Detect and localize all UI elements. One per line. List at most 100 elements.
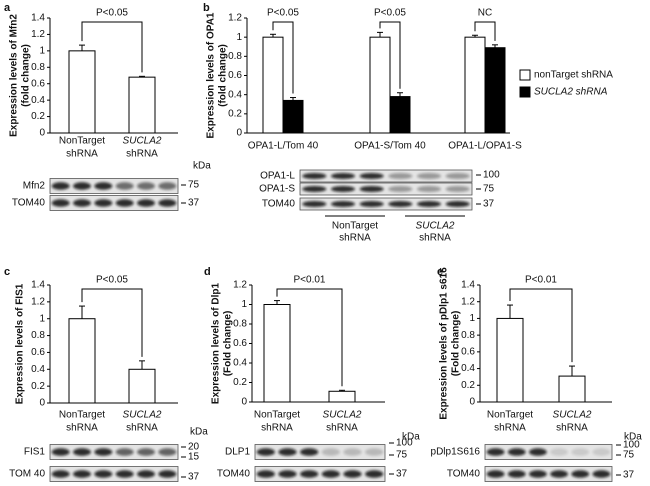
blot-band (300, 470, 319, 478)
annotation: P<0.01 (525, 275, 557, 286)
x-tick-label: shRNA (556, 423, 588, 434)
significance-bracket (474, 21, 496, 41)
y-tick-label: 1.4 (461, 280, 475, 291)
blot-band (158, 470, 177, 478)
blot-band (330, 201, 356, 207)
marker-label: 100 (623, 440, 640, 451)
y-tick-label: 0.2 (31, 111, 45, 122)
blot-band (158, 199, 177, 207)
blot-band (365, 448, 384, 456)
protein-label: TOM40 (447, 469, 481, 480)
x-tick-label: SUCLA2 (553, 410, 592, 421)
y-tick-label: 0.8 (31, 330, 45, 341)
significance-bracket (81, 288, 143, 357)
bar (389, 96, 411, 134)
blot-band (94, 448, 113, 456)
marker-label: 100 (396, 438, 413, 449)
blot-band (507, 448, 526, 456)
group-label: SUCLA2 (416, 221, 455, 232)
y-tick-label: 0.6 (461, 346, 475, 357)
bar (68, 50, 96, 134)
bar (484, 47, 506, 134)
blot-band (73, 448, 91, 456)
annotation: P<0.05 (267, 8, 299, 19)
annotation: P<0.05 (96, 275, 128, 286)
y-tick-label: 1 (236, 32, 242, 43)
y-tick-label: 0.6 (228, 70, 242, 81)
y-tick-label: 0.2 (228, 108, 242, 119)
marker-label: 37 (188, 472, 200, 483)
blot-band (365, 470, 384, 478)
blot-band (550, 448, 568, 456)
panel-letter: b (203, 2, 210, 14)
blot-band (256, 448, 275, 456)
marker-label: 37 (188, 198, 200, 209)
y-tick-label: 1.2 (31, 29, 45, 40)
x-tick-label: OPA1-L/Tom 40 (248, 141, 319, 152)
bar (68, 318, 96, 404)
panel-letter: a (4, 2, 11, 14)
x-tick-label: SUCLA2 (123, 136, 162, 147)
x-tick-label: NonTarget (254, 410, 300, 421)
blot-band (416, 186, 442, 192)
bar (558, 375, 586, 403)
blot-band (94, 470, 113, 478)
bar (262, 36, 284, 134)
blot-band (51, 182, 70, 190)
x-tick-label: shRNA (494, 423, 526, 434)
x-tick-label: NonTarget (59, 136, 105, 147)
significance-bracket (272, 21, 294, 94)
bar (464, 36, 486, 134)
annotation: NC (478, 8, 492, 19)
protein-label: TOM 40 (9, 469, 45, 480)
protein-label: Mfn2 (23, 181, 46, 192)
y-tick-label: 0 (469, 397, 475, 408)
blot-band (137, 470, 155, 478)
y-tick-label: 1 (241, 299, 247, 310)
marker-label: 37 (396, 469, 408, 480)
blot-band (278, 448, 297, 456)
blot-band (571, 470, 590, 478)
marker-label: 75 (396, 450, 408, 461)
blot-band (445, 201, 470, 207)
marker-label: 100 (483, 170, 500, 181)
y-tick-label: 0.6 (31, 78, 45, 89)
blot-band (445, 186, 470, 192)
significance-bracket (81, 21, 143, 73)
panel-letter: e (437, 266, 443, 278)
blot-band (321, 470, 340, 478)
marker-label: 75 (188, 180, 200, 191)
marker-label: 75 (483, 184, 495, 195)
y-tick-label: 0.4 (31, 95, 45, 106)
y-tick-label: 0.4 (31, 364, 45, 375)
x-tick-label: shRNA (66, 149, 98, 160)
y-tick-label: 0 (39, 398, 45, 409)
bar (369, 36, 391, 134)
marker-label: 20 (188, 442, 200, 453)
kda-label: kDa (193, 161, 211, 172)
blot-band (51, 448, 70, 456)
blot-band (278, 470, 297, 478)
protein-label: pDlp1S616 (431, 447, 481, 458)
y-tick-label: 0.6 (233, 338, 247, 349)
blot-band (507, 470, 526, 478)
protein-label: DLP1 (225, 447, 250, 458)
blot-band (137, 448, 155, 456)
marker-label: 15 (188, 452, 200, 463)
y-tick-label: 1 (39, 313, 45, 324)
x-tick-label: OPA1-S/Tom 40 (354, 141, 426, 152)
x-tick-label: SUCLA2 (123, 410, 162, 421)
blot-band (302, 201, 327, 207)
legend-label: SUCLA2 shRNA (534, 87, 608, 98)
blot-band (529, 448, 547, 456)
x-tick-label: NonTarget (59, 410, 105, 421)
y-tick-label: 0 (39, 128, 45, 139)
protein-label: TOM40 (262, 199, 296, 210)
y-axis-label: (fold change) (21, 44, 32, 107)
blot-band (388, 173, 413, 179)
y-tick-label: 0.8 (461, 330, 475, 341)
blot-band (73, 199, 91, 207)
x-tick-label: shRNA (126, 423, 158, 434)
blot-band (486, 448, 505, 456)
significance-bracket (509, 288, 573, 363)
